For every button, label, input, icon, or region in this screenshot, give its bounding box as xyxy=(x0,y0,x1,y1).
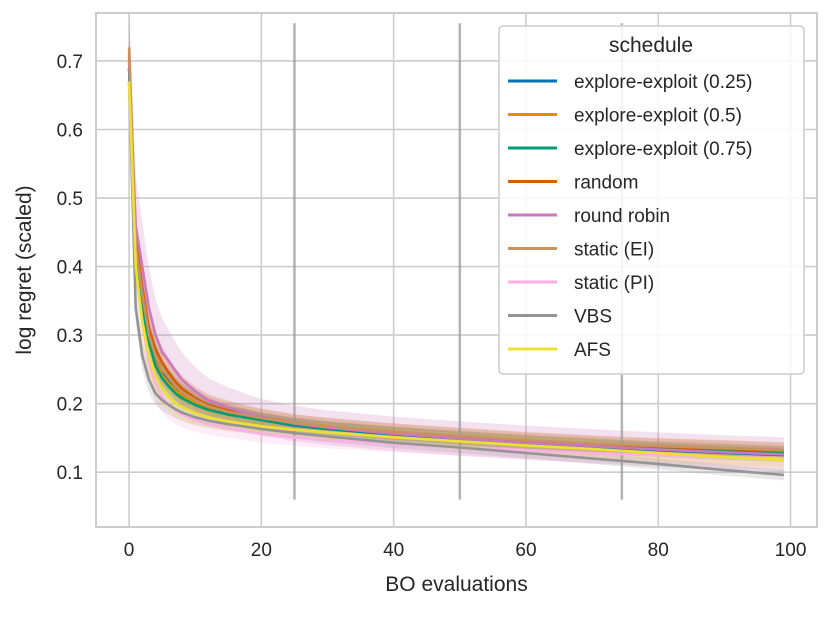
confidence-bands xyxy=(129,6,784,481)
legend-title: schedule xyxy=(609,34,693,57)
x-tick-label: 80 xyxy=(648,540,669,561)
legend-items: explore-exploit (0.25) explore-exploit (0… xyxy=(508,72,752,361)
x-tick-label: 100 xyxy=(775,540,807,561)
legend: schedule explore-exploit (0.25)explore-e… xyxy=(498,25,805,375)
y-tick-label: 0.7 xyxy=(57,52,83,73)
series-lines xyxy=(127,47,785,477)
legend-label-3: random xyxy=(574,173,638,194)
y-tick-label: 0.5 xyxy=(57,189,83,210)
plot-frame xyxy=(95,12,818,528)
legend-label-8: AFS xyxy=(574,340,611,361)
x-tick-label: 20 xyxy=(251,540,272,561)
y-tick-label: 0.6 xyxy=(57,121,83,142)
legend-box xyxy=(498,25,805,375)
y-axis-label: log regret (scaled) xyxy=(13,185,36,354)
y-tick-label: 0.4 xyxy=(57,258,84,279)
x-tick-label: 40 xyxy=(383,540,404,561)
y-tick-label: 0.3 xyxy=(57,326,83,347)
axes-frame xyxy=(95,12,818,528)
legend-label-6: static (PI) xyxy=(574,273,654,294)
y-tick-labels: 0.1 0.2 0.3 0.4 0.5 0.6 0.7 xyxy=(57,52,84,484)
x-tick-labels: 0 20 40 60 80 100 xyxy=(124,540,807,561)
legend-label-4: round robin xyxy=(574,206,670,227)
band-6 xyxy=(129,55,784,467)
series-line-6 xyxy=(127,81,784,460)
x-axis-label: BO evaluations xyxy=(385,573,527,596)
legend-label-1: explore-exploit (0.5) xyxy=(574,106,742,127)
legend-label-2: explore-exploit (0.75) xyxy=(574,139,752,160)
series-line-8 xyxy=(127,81,784,462)
series-line-7 xyxy=(127,81,785,477)
series-line-5 xyxy=(127,47,784,452)
y-tick-label: 0.1 xyxy=(57,463,83,484)
series-line-4 xyxy=(127,60,784,456)
legend-label-5: static (EI) xyxy=(574,240,654,261)
legend-label-7: VBS xyxy=(574,307,612,328)
y-tick-label: 0.2 xyxy=(57,395,83,416)
x-tick-label: 60 xyxy=(515,540,536,561)
x-tick-label: 0 xyxy=(124,540,135,561)
legend-label-0: explore-exploit (0.25) xyxy=(574,72,752,93)
